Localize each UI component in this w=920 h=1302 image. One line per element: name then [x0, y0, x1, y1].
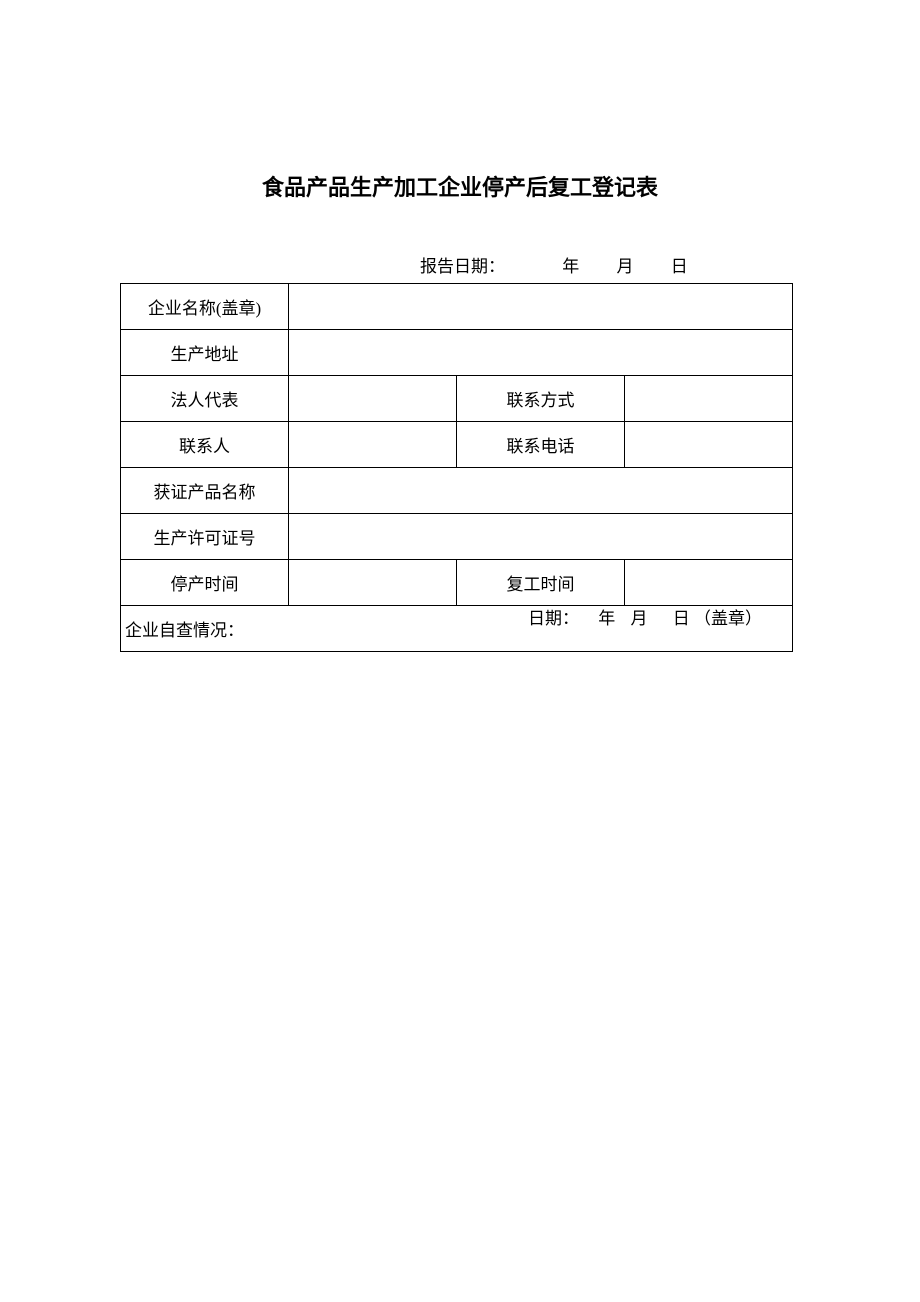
contact-phone-value[interactable]: [625, 422, 793, 468]
document-page: 食品产品生产加工企业停产后复工登记表 报告日期： 年 月 日 企业名称(盖章) …: [0, 0, 920, 652]
self-inspection-cell[interactable]: 企业自查情况： 日期： 年 月 日 （盖章）: [121, 606, 793, 652]
report-date-label: 报告日期：: [420, 252, 505, 277]
resume-time-value[interactable]: [625, 560, 793, 606]
production-address-label: 生产地址: [121, 330, 289, 376]
license-number-value[interactable]: [289, 514, 793, 560]
footer-year-unit: 年: [587, 604, 615, 629]
report-date-month-unit: 月: [584, 252, 634, 277]
stop-time-label: 停产时间: [121, 560, 289, 606]
report-date-year-unit: 年: [509, 252, 579, 277]
row-product-name: 获证产品名称: [121, 468, 793, 514]
row-self-inspection: 企业自查情况： 日期： 年 月 日 （盖章）: [121, 606, 793, 652]
row-company-name: 企业名称(盖章): [121, 284, 793, 330]
contact-method-value[interactable]: [625, 376, 793, 422]
company-name-value[interactable]: [289, 284, 793, 330]
row-license-number: 生产许可证号: [121, 514, 793, 560]
contact-person-label: 联系人: [121, 422, 289, 468]
footer-seal: （盖章）: [694, 604, 762, 629]
product-name-value[interactable]: [289, 468, 793, 514]
footer-day-unit: 日: [652, 604, 690, 629]
stop-time-value[interactable]: [289, 560, 457, 606]
legal-rep-label: 法人代表: [121, 376, 289, 422]
contact-method-label: 联系方式: [457, 376, 625, 422]
production-address-value[interactable]: [289, 330, 793, 376]
row-production-address: 生产地址: [121, 330, 793, 376]
row-stop-resume-time: 停产时间 复工时间: [121, 560, 793, 606]
legal-rep-value[interactable]: [289, 376, 457, 422]
contact-phone-label: 联系电话: [457, 422, 625, 468]
row-legal-rep: 法人代表 联系方式: [121, 376, 793, 422]
footer-date: 日期： 年 月 日 （盖章）: [528, 604, 762, 629]
report-date-line: 报告日期： 年 月 日: [120, 252, 800, 277]
footer-month-unit: 月: [620, 604, 648, 629]
contact-person-value[interactable]: [289, 422, 457, 468]
company-name-label: 企业名称(盖章): [121, 284, 289, 330]
license-number-label: 生产许可证号: [121, 514, 289, 560]
form-title: 食品产品生产加工企业停产后复工登记表: [120, 170, 800, 202]
report-date-day-unit: 日: [638, 252, 688, 277]
resume-time-label: 复工时间: [457, 560, 625, 606]
product-name-label: 获证产品名称: [121, 468, 289, 514]
row-contact-person: 联系人 联系电话: [121, 422, 793, 468]
registration-table: 企业名称(盖章) 生产地址 法人代表 联系方式 联系人 联系电话 获证产品名称 …: [120, 283, 793, 652]
footer-date-label: 日期：: [528, 604, 579, 629]
